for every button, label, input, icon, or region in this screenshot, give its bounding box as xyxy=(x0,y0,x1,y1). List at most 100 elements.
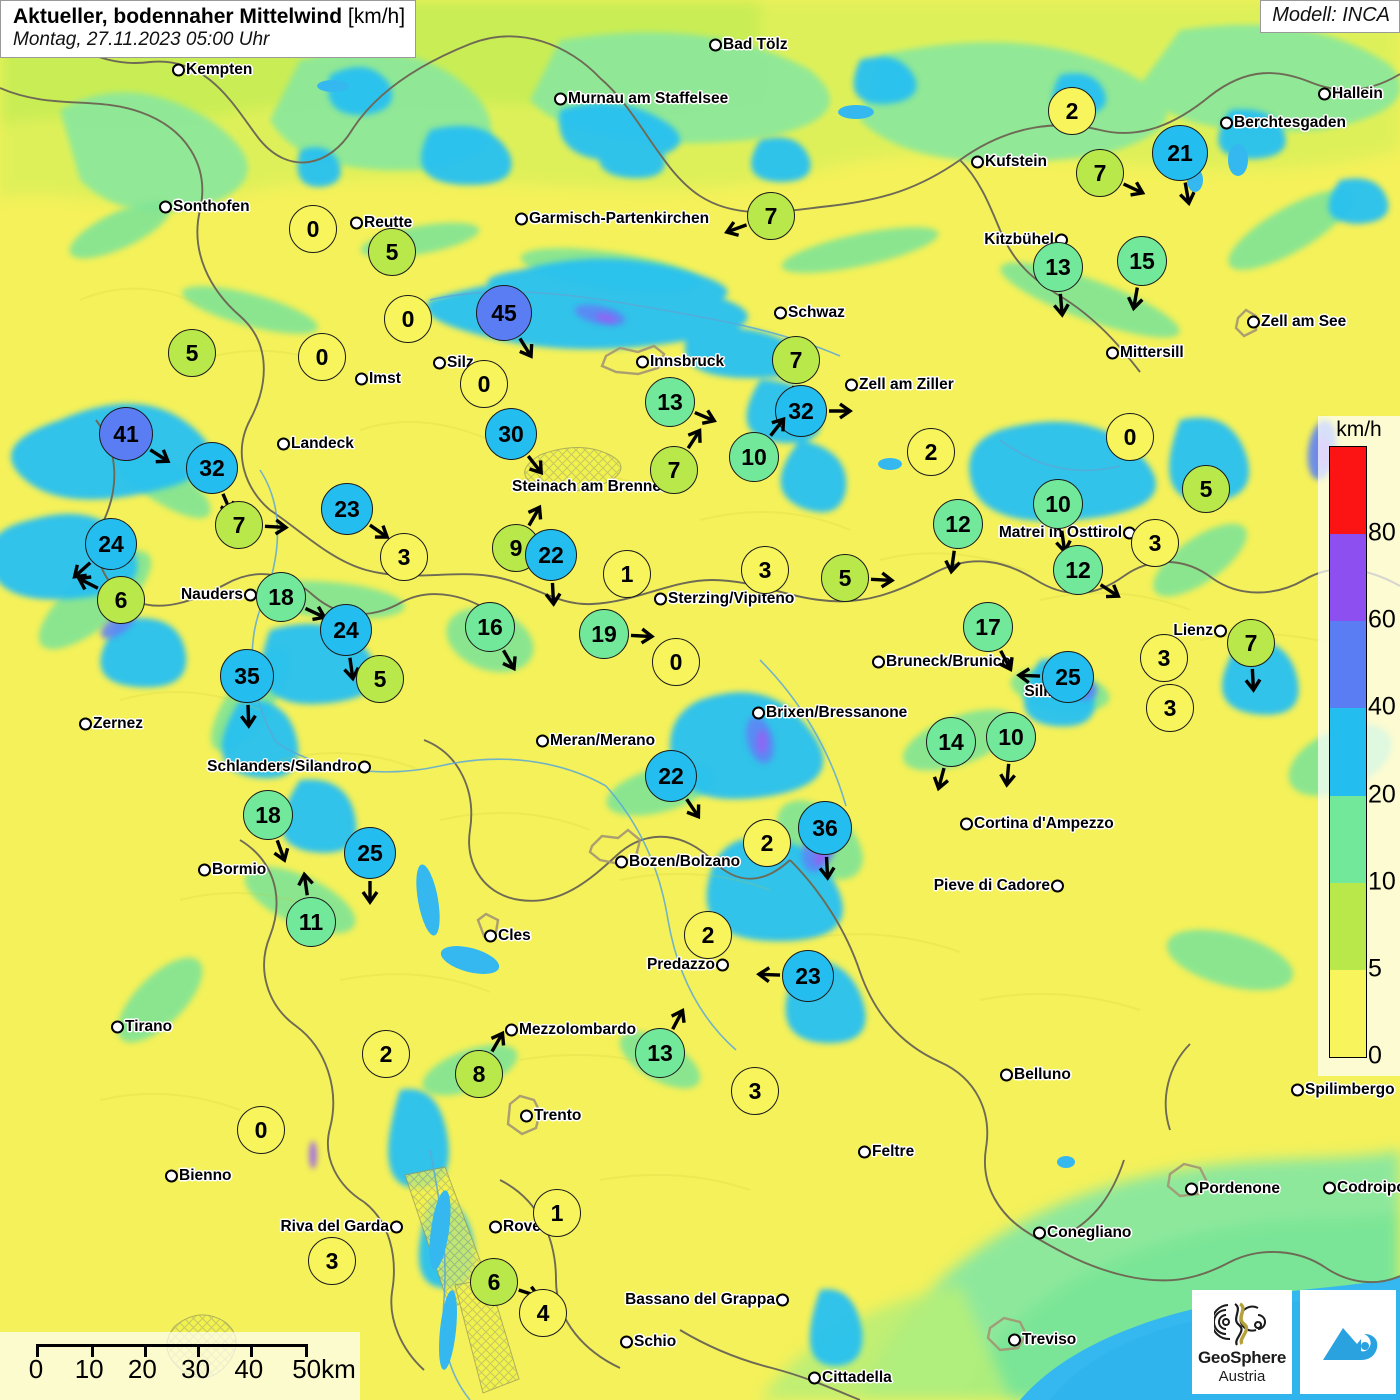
wind-speed-value: 18 xyxy=(256,572,306,622)
logo-group: GeoSphere Austria xyxy=(1192,1290,1396,1394)
wind-speed-value: 7 xyxy=(1076,149,1124,197)
wind-speed-value: 10 xyxy=(986,712,1036,762)
wind-speed-value: 7 xyxy=(1227,619,1275,667)
scale-tick xyxy=(197,1347,201,1357)
wind-speed-value: 45 xyxy=(476,285,532,341)
legend-band-5-10 xyxy=(1330,882,1366,970)
wind-speed-value: 22 xyxy=(645,750,697,802)
wind-speed-value: 6 xyxy=(470,1258,518,1306)
wind-speed-value: 3 xyxy=(1131,519,1179,567)
wind-speed-value: 5 xyxy=(356,655,404,703)
lakes xyxy=(317,80,1248,1370)
scale-label-10: 10 xyxy=(74,1354,104,1384)
scale-bar-line xyxy=(36,1344,308,1357)
wind-speed-value: 18 xyxy=(243,790,293,840)
scale-label-40: 40 xyxy=(234,1354,264,1384)
scale-bar: 0 10 20 30 40 50km xyxy=(0,1332,360,1400)
legend-tick-60: 60 xyxy=(1368,605,1396,634)
wind-speed-value: 11 xyxy=(286,897,336,947)
wind-speed-value: 13 xyxy=(1033,242,1083,292)
wind-speed-value: 7 xyxy=(772,336,820,384)
wind-speed-value: 30 xyxy=(485,408,537,460)
wind-speed-value: 19 xyxy=(579,609,629,659)
geosphere-name-line1: GeoSphere xyxy=(1198,1347,1286,1367)
mountain-cloud-icon xyxy=(1323,1328,1378,1360)
wind-speed-value: 7 xyxy=(215,501,263,549)
wind-speed-value: 4 xyxy=(519,1289,567,1337)
wind-speed-value: 0 xyxy=(460,360,508,408)
scale-tick xyxy=(90,1347,94,1357)
wind-speed-value: 0 xyxy=(1106,413,1154,461)
legend-tick-80: 80 xyxy=(1368,518,1396,547)
wind-speed-value: 12 xyxy=(1053,545,1103,595)
wind-speed-value: 36 xyxy=(798,801,852,855)
wind-speed-value: 24 xyxy=(320,604,372,656)
wind-speed-value: 1 xyxy=(533,1189,581,1237)
wind-speed-value: 2 xyxy=(907,428,955,476)
legend-band-20-40 xyxy=(1330,708,1366,796)
legend-band--80 xyxy=(1330,447,1366,535)
scale-label-20: 20 xyxy=(127,1354,157,1384)
wind-speed-value: 10 xyxy=(729,432,779,482)
wind-speed-value: 0 xyxy=(652,638,700,686)
scale-tick xyxy=(143,1347,147,1357)
wind-speed-value: 6 xyxy=(97,576,145,624)
wind-speed-value: 12 xyxy=(933,499,983,549)
title-main-text: Aktueller, bodennaher Mittelwind xyxy=(13,5,343,28)
legend-band-60-80 xyxy=(1330,534,1366,622)
wind-speed-value: 7 xyxy=(650,446,698,494)
wind-speed-value: 22 xyxy=(525,529,577,581)
wind-speed-value: 21 xyxy=(1152,125,1208,181)
map-title: Aktueller, bodennaher Mittelwind [km/h] xyxy=(13,5,405,29)
wind-speed-value: 5 xyxy=(1182,465,1230,513)
legend-tick-10: 10 xyxy=(1368,867,1396,896)
model-label: Modell: INCA xyxy=(1272,4,1390,26)
wind-speed-value: 32 xyxy=(775,385,827,437)
legend-tick-20: 20 xyxy=(1368,780,1396,809)
scale-tick xyxy=(250,1347,254,1357)
title-box: Aktueller, bodennaher Mittelwind [km/h] … xyxy=(0,0,417,59)
wind-speed-value: 7 xyxy=(747,192,795,240)
scale-label-30: 30 xyxy=(181,1354,211,1384)
wind-speed-value: 3 xyxy=(1140,634,1188,682)
rivers xyxy=(251,290,1121,1400)
wind-speed-value: 24 xyxy=(85,518,137,570)
scale-label-0: 0 xyxy=(28,1354,44,1384)
wind-speed-value: 32 xyxy=(186,442,238,494)
legend-tick-5: 5 xyxy=(1368,954,1382,983)
legend-unit-label: km/h xyxy=(1336,418,1382,441)
wind-speed-value: 10 xyxy=(1033,479,1083,529)
wind-speed-value: 2 xyxy=(743,819,791,867)
country-borders xyxy=(0,11,1400,1400)
urban-outlines xyxy=(476,308,1258,1352)
wind-speed-value: 3 xyxy=(741,546,789,594)
wind-speed-value: 5 xyxy=(821,554,869,602)
scale-bar-labels: 0 10 20 30 40 50km xyxy=(0,1354,360,1394)
wind-speed-value: 17 xyxy=(963,602,1013,652)
wind-speed-value: 2 xyxy=(1048,87,1096,135)
map-subtitle-datetime: Montag, 27.11.2023 05:00 Uhr xyxy=(13,28,270,50)
wind-speed-value: 23 xyxy=(321,483,373,535)
title-unit-text: [km/h] xyxy=(347,5,406,28)
wind-speed-value: 0 xyxy=(298,333,346,381)
wind-speed-value: 13 xyxy=(645,377,695,427)
legend-band-40-60 xyxy=(1330,621,1366,709)
model-box: Modell: INCA xyxy=(1260,0,1400,33)
legend-band-0-5 xyxy=(1330,969,1366,1057)
geosphere-name-line2: Austria xyxy=(1218,1367,1266,1385)
wind-speed-value: 13 xyxy=(635,1028,685,1078)
wind-speed-value: 3 xyxy=(380,533,428,581)
wind-speed-value: 16 xyxy=(465,602,515,652)
legend-tick-40: 40 xyxy=(1368,692,1396,721)
wind-speed-value: 0 xyxy=(384,295,432,343)
wind-speed-value: 5 xyxy=(168,329,216,377)
secondary-logo xyxy=(1300,1290,1396,1394)
wind-speed-value: 35 xyxy=(220,649,274,703)
legend-color-bar xyxy=(1329,446,1367,1058)
wind-speed-value: 0 xyxy=(237,1106,285,1154)
wind-speed-value: 0 xyxy=(289,205,337,253)
wind-speed-value: 3 xyxy=(1146,684,1194,732)
legend-band-10-20 xyxy=(1330,795,1366,883)
wind-speed-value: 41 xyxy=(99,407,153,461)
